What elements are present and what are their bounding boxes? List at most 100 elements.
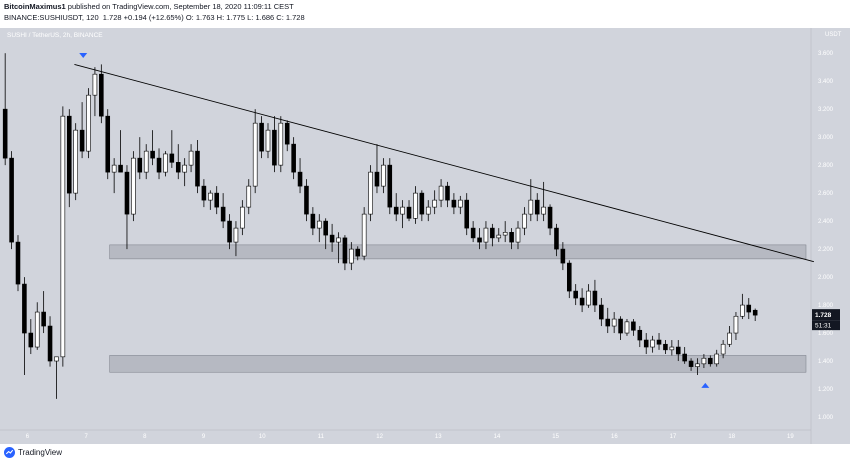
candle[interactable] xyxy=(490,223,495,247)
candle[interactable] xyxy=(720,340,726,359)
candle[interactable] xyxy=(413,186,418,224)
candle[interactable] xyxy=(208,190,213,210)
candle[interactable] xyxy=(656,333,662,350)
author-name[interactable]: BitcoinMaximus1 xyxy=(4,2,66,11)
candle[interactable] xyxy=(355,246,361,261)
candle[interactable] xyxy=(188,144,194,173)
candle[interactable] xyxy=(175,144,181,180)
candle[interactable] xyxy=(86,88,91,159)
candle[interactable] xyxy=(2,53,8,166)
candle[interactable] xyxy=(9,151,14,250)
candle[interactable] xyxy=(477,228,482,250)
candle[interactable] xyxy=(22,277,27,376)
candle[interactable] xyxy=(92,67,98,117)
candle[interactable] xyxy=(393,193,399,222)
candle[interactable] xyxy=(41,291,46,334)
candle[interactable] xyxy=(701,354,707,369)
candle[interactable] xyxy=(502,221,508,243)
candle[interactable] xyxy=(740,293,745,320)
candle[interactable] xyxy=(752,308,758,322)
candle[interactable] xyxy=(663,340,668,355)
candle[interactable] xyxy=(214,186,220,215)
candle[interactable] xyxy=(368,165,373,222)
candle[interactable] xyxy=(522,207,527,236)
candle[interactable] xyxy=(682,347,687,364)
candle[interactable] xyxy=(650,335,655,353)
candle[interactable] xyxy=(458,195,463,215)
candle[interactable] xyxy=(47,316,53,367)
candle[interactable] xyxy=(15,235,21,292)
candle[interactable] xyxy=(316,214,322,243)
candle[interactable] xyxy=(708,355,713,367)
chart-area[interactable]: SUSHI / TetherUS, 2h, BINANCE USDT 3.600… xyxy=(0,28,850,444)
candle[interactable] xyxy=(310,207,316,236)
candle[interactable] xyxy=(99,64,104,124)
candle[interactable] xyxy=(695,358,700,376)
candle[interactable] xyxy=(169,130,175,168)
tradingview-logo-icon[interactable] xyxy=(4,447,15,458)
candle[interactable] xyxy=(746,298,752,320)
candle[interactable] xyxy=(445,181,450,208)
candle[interactable] xyxy=(451,193,457,215)
candle[interactable] xyxy=(291,137,296,180)
candle[interactable] xyxy=(618,316,623,341)
candle[interactable] xyxy=(246,179,252,215)
candle[interactable] xyxy=(111,158,117,194)
candle[interactable] xyxy=(182,158,187,187)
candle[interactable] xyxy=(733,312,739,341)
candle[interactable] xyxy=(643,333,649,355)
candle[interactable] xyxy=(304,179,309,222)
candle[interactable] xyxy=(419,190,425,222)
candle[interactable] xyxy=(349,242,354,271)
candle[interactable] xyxy=(541,181,546,222)
candle[interactable] xyxy=(137,137,143,180)
candle[interactable] xyxy=(566,260,572,299)
candle[interactable] xyxy=(387,158,393,215)
candle[interactable] xyxy=(637,326,643,348)
candle[interactable] xyxy=(259,116,264,159)
candle[interactable] xyxy=(631,319,636,336)
candle[interactable] xyxy=(554,223,559,257)
candle[interactable] xyxy=(400,200,405,229)
candle[interactable] xyxy=(329,223,335,252)
candle[interactable] xyxy=(374,144,380,194)
candle[interactable] xyxy=(163,151,168,177)
candle[interactable] xyxy=(66,109,72,208)
tradingview-brand[interactable]: TradingView xyxy=(18,448,63,457)
candle[interactable] xyxy=(361,207,367,261)
candle[interactable] xyxy=(624,319,630,336)
candle[interactable] xyxy=(284,120,290,152)
candle[interactable] xyxy=(54,356,59,399)
candle[interactable] xyxy=(560,242,566,271)
candle[interactable] xyxy=(406,200,412,222)
candle[interactable] xyxy=(592,279,598,313)
candle[interactable] xyxy=(425,200,431,222)
candle[interactable] xyxy=(336,232,341,264)
candle[interactable] xyxy=(124,165,130,250)
candle[interactable] xyxy=(28,319,34,355)
price-chart[interactable]: SUSHI / TetherUS, 2h, BINANCE USDT 3.600… xyxy=(0,28,850,444)
candle[interactable] xyxy=(714,349,720,367)
candle[interactable] xyxy=(240,200,245,236)
candle[interactable] xyxy=(233,221,239,257)
candle[interactable] xyxy=(73,123,78,201)
candle[interactable] xyxy=(509,228,514,250)
candle[interactable] xyxy=(547,204,553,236)
candle[interactable] xyxy=(227,214,232,250)
resistance-trendline[interactable] xyxy=(74,63,814,263)
candle[interactable] xyxy=(381,158,386,194)
candle[interactable] xyxy=(220,193,226,229)
candle[interactable] xyxy=(688,358,694,371)
candle[interactable] xyxy=(143,144,149,180)
candle[interactable] xyxy=(105,109,111,180)
candle[interactable] xyxy=(586,284,591,308)
candle[interactable] xyxy=(265,123,271,159)
candle[interactable] xyxy=(323,218,328,250)
candle[interactable] xyxy=(150,130,155,166)
candle[interactable] xyxy=(438,179,444,208)
candle[interactable] xyxy=(195,139,200,194)
candle[interactable] xyxy=(611,312,617,334)
candle[interactable] xyxy=(297,158,303,194)
candle[interactable] xyxy=(599,298,604,327)
candle[interactable] xyxy=(60,106,66,367)
